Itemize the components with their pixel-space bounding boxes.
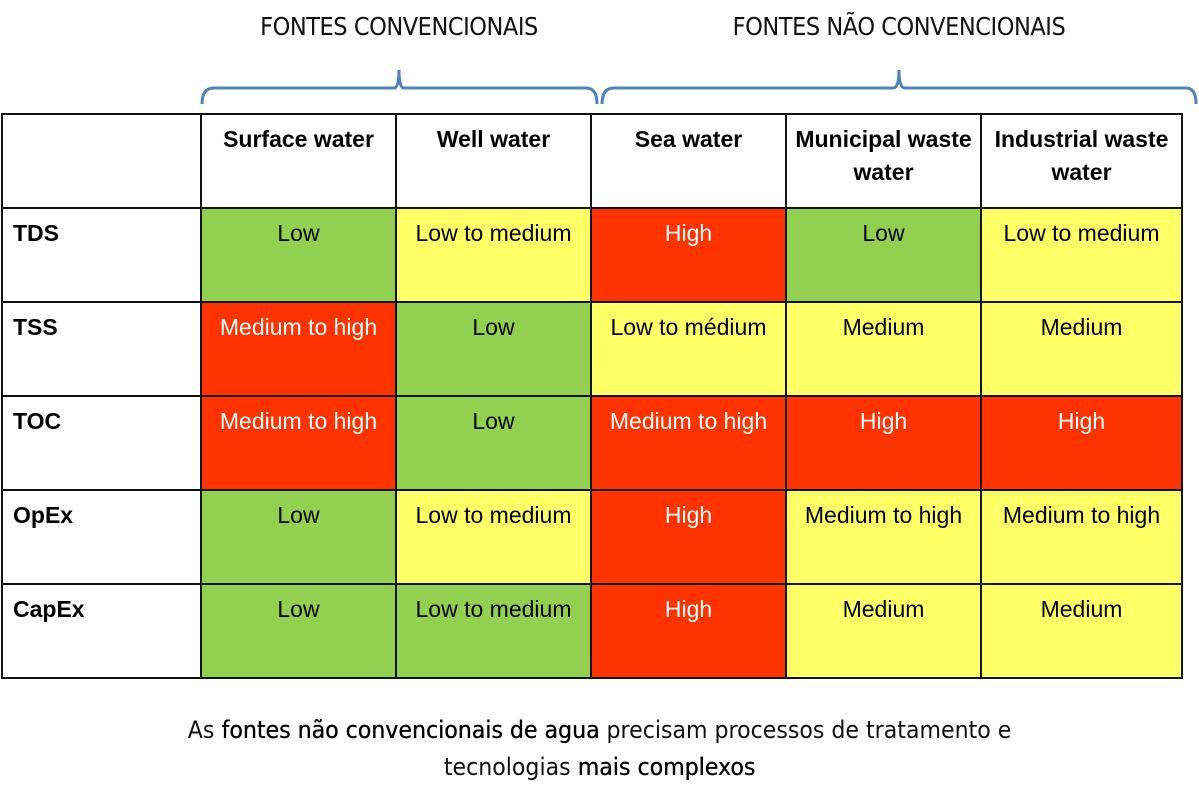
table-row: TDS Low Low to medium High Low Low to medium [1, 207, 1183, 303]
brace-conventional [200, 69, 599, 105]
header-row: Surface water Well water Sea water Munic… [1, 113, 1183, 209]
rating-cell: Low to medium [395, 583, 592, 679]
caption: As fontes não convencionais de agua prec… [0, 712, 1199, 786]
rating-cell: Low [785, 207, 982, 303]
caption-text: tecnologias [443, 753, 578, 781]
row-header: CapEx [1, 583, 202, 679]
water-sources-table: Surface water Well water Sea water Munic… [1, 113, 1183, 679]
row-header: OpEx [1, 489, 202, 585]
column-header: Industrial waste water [980, 113, 1183, 209]
row-header: TOC [1, 395, 202, 491]
row-header: TDS [1, 207, 202, 303]
column-header: Well water [395, 113, 592, 209]
rating-cell: Medium [980, 583, 1183, 679]
rating-cell: High [980, 395, 1183, 491]
rating-cell: Low [200, 583, 397, 679]
rating-cell: Medium [785, 301, 982, 397]
column-header: Sea water [590, 113, 787, 209]
table-row: TOC Medium to high Low Medium to high High Hi… [1, 395, 1183, 491]
corner-cell [1, 113, 202, 209]
rating-cell: High [785, 395, 982, 491]
rating-cell: Medium to high [785, 489, 982, 585]
table-row: CapEx Low Low to medium High Medium Medium [1, 583, 1183, 679]
rating-cell: High [590, 489, 787, 585]
rating-cell: Medium to high [980, 489, 1183, 585]
rating-cell: Low [395, 395, 592, 491]
rating-cell: Medium to high [590, 395, 787, 491]
rating-cell: Medium to high [200, 301, 397, 397]
rating-cell: Medium to high [200, 395, 397, 491]
rating-cell: Medium [980, 301, 1183, 397]
column-header: Municipal waste water [785, 113, 982, 209]
rating-cell: Low to medium [395, 207, 592, 303]
brace-icons [200, 69, 1198, 105]
caption-bold: fontes não convencionais de agua [221, 716, 600, 744]
caption-bold: mais complexos [577, 753, 756, 781]
rating-cell: High [590, 583, 787, 679]
column-header: Surface water [200, 113, 397, 209]
caption-text: precisam processos de tratamento e [599, 716, 1012, 744]
table-row: OpEx Low Low to medium High Medium to high Me… [1, 489, 1183, 585]
rating-cell: Low to médium [590, 301, 787, 397]
row-header: TSS [1, 301, 202, 397]
table-row: TSS Medium to high Low Low to médium Medium M… [1, 301, 1183, 397]
rating-cell: Low [200, 207, 397, 303]
rating-cell: Low [395, 301, 592, 397]
group-title-non-conventional: FONTES NÃO CONVENCIONAIS [732, 12, 1066, 41]
rating-cell: High [590, 207, 787, 303]
rating-cell: Medium [785, 583, 982, 679]
group-title-conventional: FONTES CONVENCIONAIS [260, 12, 538, 41]
brace-non-conventional [600, 69, 1198, 105]
rating-cell: Low [200, 489, 397, 585]
rating-cell: Low to medium [395, 489, 592, 585]
caption-text: As [187, 716, 222, 744]
rating-cell: Low to medium [980, 207, 1183, 303]
